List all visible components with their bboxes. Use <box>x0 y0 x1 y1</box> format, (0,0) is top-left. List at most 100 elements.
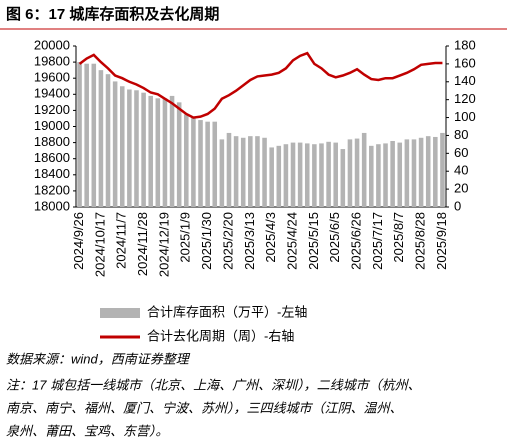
bar <box>283 144 289 207</box>
bar <box>297 142 303 207</box>
bar <box>361 132 367 207</box>
legend-label: 合计去化周期（周）-右轴 <box>147 328 294 343</box>
y2-tick-label: 60 <box>454 145 468 160</box>
bar <box>233 136 239 207</box>
x-tick-label: 2024/12/19 <box>156 212 171 277</box>
bar <box>191 116 196 207</box>
bar <box>240 137 246 207</box>
bar <box>226 132 232 207</box>
bar <box>127 89 132 207</box>
bar <box>383 143 388 207</box>
bar <box>376 144 381 207</box>
y2-tick-label: 40 <box>454 163 468 178</box>
x-tick-label: 2024/10/17 <box>92 212 107 277</box>
note-line: 注：17 城包括一线城市（北京、上海、广州、深圳），二线城市（杭州、 <box>6 377 421 392</box>
bar <box>184 114 189 207</box>
y2-tick-label: 160 <box>454 55 476 70</box>
bar <box>176 102 182 207</box>
bar <box>347 139 353 207</box>
bar <box>84 63 89 208</box>
bar <box>119 86 125 207</box>
note-line: 泉州、莆田、宝鸡、东营）。 <box>6 423 169 438</box>
bar <box>425 136 431 207</box>
bar <box>269 147 274 207</box>
bar <box>98 70 104 208</box>
y2-tick-label: 80 <box>454 127 468 142</box>
bar <box>205 121 210 207</box>
bar <box>326 141 331 207</box>
x-tick-label: 2024/11/28 <box>135 212 150 276</box>
x-tick-label: 2025/1/30 <box>199 212 214 270</box>
x-tick-label: 2025/2/20 <box>220 212 235 270</box>
y2-tick-label: 0 <box>454 198 461 213</box>
y-tick-label: 19800 <box>34 54 70 69</box>
x-tick-label: 2025/7/17 <box>370 212 385 270</box>
x-tick-label: 2025/8/28 <box>413 212 428 270</box>
x-tick-label: 2025/4/3 <box>263 212 278 263</box>
y-tick-label: 18800 <box>34 134 70 149</box>
x-tick-label: 2025/1/9 <box>178 212 193 263</box>
bar <box>397 142 403 207</box>
bar <box>411 139 417 207</box>
bar <box>262 137 267 207</box>
x-tick-label: 2025/4/24 <box>284 212 299 270</box>
bar <box>404 139 410 207</box>
x-tick-label: 2025/5/15 <box>306 212 321 270</box>
x-tick-label: 2025/3/13 <box>242 212 257 270</box>
bar <box>319 143 324 207</box>
x-tick-label: 2025/6/26 <box>348 212 363 270</box>
x-tick-label: 2025/6/5 <box>327 212 342 263</box>
y-tick-label: 19400 <box>34 86 70 101</box>
bar <box>369 145 374 207</box>
bar <box>304 143 310 207</box>
bar <box>162 98 168 207</box>
bar <box>148 95 153 207</box>
bar <box>276 145 282 207</box>
y-tick-label: 20000 <box>34 37 70 52</box>
y2-tick-label: 20 <box>454 181 468 196</box>
bar <box>155 98 161 207</box>
bar <box>212 121 218 207</box>
bar <box>112 81 118 207</box>
y2-tick-label: 180 <box>454 37 476 52</box>
bar <box>248 136 253 207</box>
chart-title: 图 6：17 城库存面积及去化周期 <box>6 5 219 23</box>
y2-tick-label: 120 <box>454 91 476 106</box>
bar <box>77 62 82 207</box>
bar <box>340 149 346 207</box>
bar <box>198 120 203 207</box>
line <box>78 51 443 119</box>
x-tick-label: 2025/8/7 <box>391 212 406 263</box>
bar <box>219 139 225 207</box>
bar <box>105 74 111 207</box>
y-tick-label: 19600 <box>34 70 70 85</box>
y-tick-label: 18200 <box>34 182 70 197</box>
x-tick-label: 2025/9/18 <box>434 212 449 270</box>
x-tick-label: 2024/9/26 <box>71 212 86 270</box>
y-tick-label: 18000 <box>34 198 70 213</box>
y-tick-label: 19200 <box>34 102 70 117</box>
bar <box>255 136 260 207</box>
bar <box>333 142 338 207</box>
source: 数据来源：wind，西南证券整理 <box>6 351 191 366</box>
y-tick-label: 18600 <box>34 150 70 165</box>
bar <box>354 138 360 207</box>
legend-swatch <box>100 308 140 318</box>
bar <box>418 137 424 207</box>
bar <box>312 144 317 207</box>
y-tick-label: 18400 <box>34 166 70 181</box>
bar <box>134 90 139 207</box>
bar <box>141 92 146 207</box>
legend-label: 合计库存面积（万平）-左轴 <box>147 304 307 319</box>
bar <box>169 95 175 207</box>
y-tick-label: 19000 <box>34 118 70 133</box>
bar <box>390 140 395 207</box>
note-line: 南京、南宁、福州、厦门、宁波、苏州），三四线城市（江阴、温州、 <box>6 400 403 415</box>
bar <box>290 142 296 207</box>
y2-tick-label: 100 <box>454 109 476 124</box>
y2-tick-label: 140 <box>454 73 476 88</box>
x-tick-label: 2024/11/7 <box>114 212 129 269</box>
bar <box>91 63 97 208</box>
